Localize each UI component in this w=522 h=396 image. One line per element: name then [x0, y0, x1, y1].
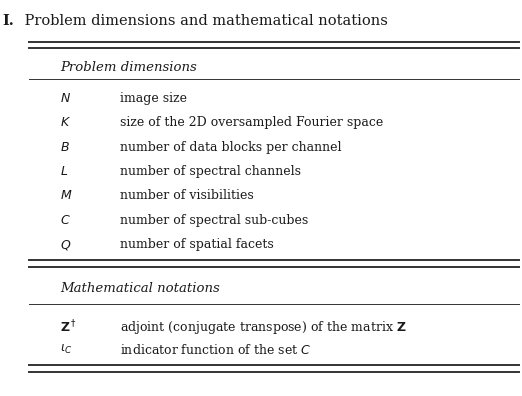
Text: $\iota_C$: $\iota_C$ — [60, 343, 73, 356]
Text: $B$: $B$ — [60, 141, 70, 154]
Text: $N$: $N$ — [60, 92, 71, 105]
Text: $K$: $K$ — [60, 116, 71, 129]
Text: size of the 2D oversampled Fourier space: size of the 2D oversampled Fourier space — [120, 116, 383, 129]
Text: indicator function of the set $C$: indicator function of the set $C$ — [120, 343, 312, 357]
Text: number of spatial facets: number of spatial facets — [120, 238, 274, 251]
Text: Problem dimensions: Problem dimensions — [60, 61, 197, 74]
Text: I.: I. — [3, 14, 15, 28]
Text: image size: image size — [120, 92, 187, 105]
Text: number of visibilities: number of visibilities — [120, 189, 254, 202]
Text: Problem dimensions and mathematical notations: Problem dimensions and mathematical nota… — [20, 14, 388, 28]
Text: number of data blocks per channel: number of data blocks per channel — [120, 141, 341, 154]
Text: $\mathbf{Z}^\dagger$: $\mathbf{Z}^\dagger$ — [60, 319, 77, 335]
Text: $M$: $M$ — [60, 189, 73, 202]
Text: $C$: $C$ — [60, 213, 70, 227]
Text: adjoint (conjugate transpose) of the matrix $\mathbf{Z}$: adjoint (conjugate transpose) of the mat… — [120, 319, 407, 336]
Text: Mathematical notations: Mathematical notations — [60, 282, 220, 295]
Text: $Q$: $Q$ — [60, 238, 72, 252]
Text: number of spectral channels: number of spectral channels — [120, 165, 301, 178]
Text: $L$: $L$ — [60, 165, 68, 178]
Text: number of spectral sub-cubes: number of spectral sub-cubes — [120, 213, 309, 227]
